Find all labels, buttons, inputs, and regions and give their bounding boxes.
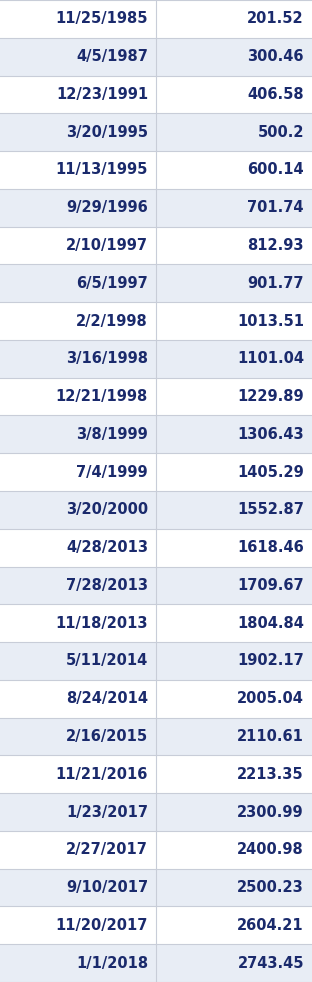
Text: 7/28/2013: 7/28/2013 <box>66 578 148 593</box>
Text: 1/23/2017: 1/23/2017 <box>66 804 148 820</box>
Text: 2/16/2015: 2/16/2015 <box>66 729 148 744</box>
Text: 2110.61: 2110.61 <box>237 729 304 744</box>
Text: 11/13/1995: 11/13/1995 <box>56 162 148 178</box>
Text: 2005.04: 2005.04 <box>237 691 304 706</box>
Text: 11/25/1985: 11/25/1985 <box>56 12 148 27</box>
Bar <box>0 37 312 76</box>
Bar <box>0 945 312 982</box>
Text: 7/4/1999: 7/4/1999 <box>76 464 148 479</box>
Text: 4/5/1987: 4/5/1987 <box>76 49 148 64</box>
Text: 9/10/2017: 9/10/2017 <box>66 880 148 895</box>
Bar <box>0 491 312 528</box>
Text: 701.74: 701.74 <box>247 200 304 215</box>
Text: 5/11/2014: 5/11/2014 <box>66 653 148 669</box>
Bar <box>0 718 312 755</box>
Text: 11/21/2016: 11/21/2016 <box>56 767 148 782</box>
Bar <box>0 642 312 680</box>
Text: 1804.84: 1804.84 <box>237 616 304 630</box>
Bar <box>0 189 312 227</box>
Text: 2604.21: 2604.21 <box>237 918 304 933</box>
Bar <box>0 151 312 189</box>
Bar <box>0 793 312 831</box>
Text: 12/23/1991: 12/23/1991 <box>56 87 148 102</box>
Bar <box>0 567 312 604</box>
Text: 4/28/2013: 4/28/2013 <box>66 540 148 555</box>
Text: 1709.67: 1709.67 <box>237 578 304 593</box>
Text: 600.14: 600.14 <box>247 162 304 178</box>
Text: 11/18/2013: 11/18/2013 <box>56 616 148 630</box>
Text: 2743.45: 2743.45 <box>237 955 304 970</box>
Bar <box>0 340 312 378</box>
Bar <box>0 378 312 415</box>
Bar <box>0 680 312 718</box>
Bar <box>0 755 312 793</box>
Text: 1229.89: 1229.89 <box>237 389 304 404</box>
Text: 1552.87: 1552.87 <box>237 503 304 518</box>
Text: 1405.29: 1405.29 <box>237 464 304 479</box>
Bar <box>0 264 312 302</box>
Bar <box>0 869 312 906</box>
Text: 9/29/1996: 9/29/1996 <box>66 200 148 215</box>
Bar <box>0 302 312 340</box>
Bar <box>0 831 312 869</box>
Text: 2500.23: 2500.23 <box>237 880 304 895</box>
Text: 1/1/2018: 1/1/2018 <box>76 955 148 970</box>
Text: 2213.35: 2213.35 <box>237 767 304 782</box>
Bar <box>0 906 312 945</box>
Text: 1101.04: 1101.04 <box>237 352 304 366</box>
Text: 3/20/1995: 3/20/1995 <box>66 125 148 139</box>
Text: 3/8/1999: 3/8/1999 <box>76 427 148 442</box>
Bar <box>0 227 312 264</box>
Text: 201.52: 201.52 <box>247 12 304 27</box>
Text: 1013.51: 1013.51 <box>237 313 304 329</box>
Text: 6/5/1997: 6/5/1997 <box>76 276 148 291</box>
Text: 406.58: 406.58 <box>247 87 304 102</box>
Text: 11/20/2017: 11/20/2017 <box>56 918 148 933</box>
Bar <box>0 604 312 642</box>
Text: 2300.99: 2300.99 <box>237 804 304 820</box>
Bar <box>0 0 312 37</box>
Text: 12/21/1998: 12/21/1998 <box>56 389 148 404</box>
Text: 500.2: 500.2 <box>257 125 304 139</box>
Text: 3/20/2000: 3/20/2000 <box>66 503 148 518</box>
Text: 2/27/2017: 2/27/2017 <box>66 843 148 857</box>
Bar <box>0 76 312 113</box>
Text: 2/2/1998: 2/2/1998 <box>76 313 148 329</box>
Bar <box>0 113 312 151</box>
Text: 812.93: 812.93 <box>247 238 304 253</box>
Text: 1618.46: 1618.46 <box>237 540 304 555</box>
Text: 1306.43: 1306.43 <box>237 427 304 442</box>
Bar <box>0 528 312 567</box>
Text: 901.77: 901.77 <box>247 276 304 291</box>
Text: 1902.17: 1902.17 <box>237 653 304 669</box>
Text: 300.46: 300.46 <box>247 49 304 64</box>
Bar <box>0 415 312 454</box>
Text: 3/16/1998: 3/16/1998 <box>66 352 148 366</box>
Bar <box>0 454 312 491</box>
Text: 2/10/1997: 2/10/1997 <box>66 238 148 253</box>
Text: 8/24/2014: 8/24/2014 <box>66 691 148 706</box>
Text: 2400.98: 2400.98 <box>237 843 304 857</box>
